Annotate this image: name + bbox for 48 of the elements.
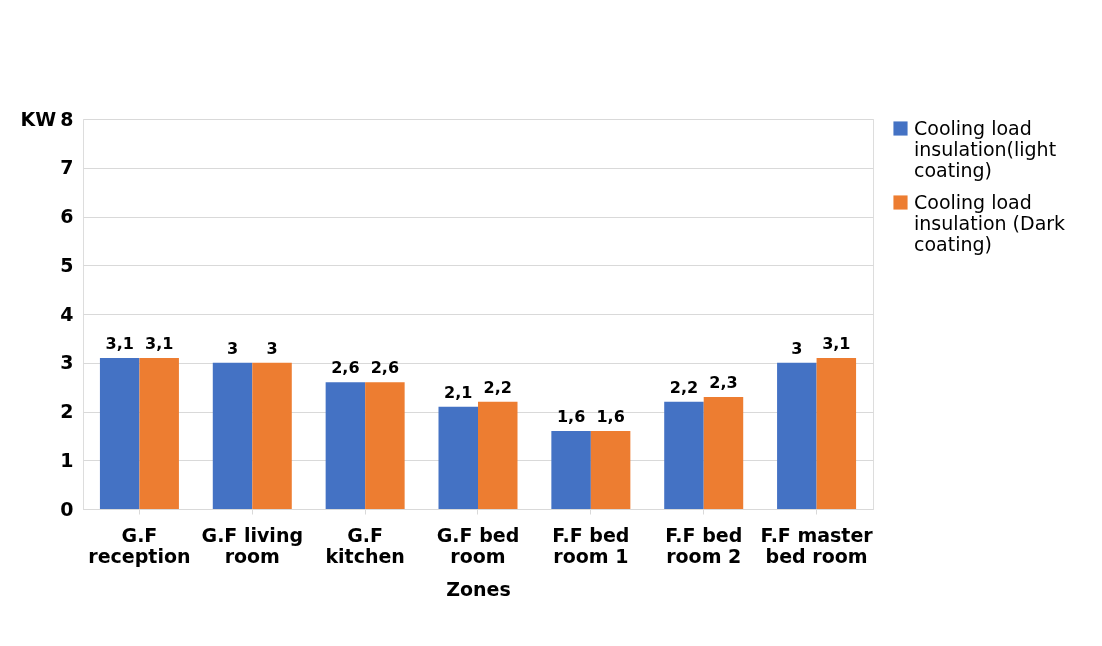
- x-tick-label: G.F living room: [201, 523, 304, 567]
- data-label: 3,1: [822, 333, 851, 353]
- data-label: 3: [226, 338, 239, 358]
- bar: [438, 406, 478, 509]
- x-tick-label: F.F bed room 1: [552, 523, 630, 567]
- data-label: 3: [791, 338, 803, 358]
- bar: [590, 431, 631, 509]
- x-tick-label: F.F bed room 2: [665, 523, 743, 567]
- bar: [551, 431, 591, 509]
- y-tick-label: 3: [60, 351, 74, 374]
- y-tick-label: 4: [60, 302, 74, 325]
- legend-label: Cooling load insulation(light coating): [914, 116, 1057, 181]
- y-tick-label: 8: [60, 107, 74, 130]
- data-label: 3,1: [145, 333, 174, 353]
- x-tick-label: G.F reception: [88, 523, 191, 567]
- y-axis-title: KW: [20, 107, 57, 130]
- data-label: 2,2: [669, 377, 699, 397]
- bar: [365, 382, 405, 509]
- bar: [252, 362, 292, 509]
- data-label: 2,1: [444, 382, 473, 402]
- bar: [777, 362, 817, 509]
- bar: [664, 401, 704, 509]
- legend-label: Cooling load insulation (Dark coating): [914, 190, 1066, 255]
- data-label: 2,6: [370, 358, 400, 378]
- data-label: 2,2: [483, 377, 512, 397]
- y-tick-label: 0: [60, 497, 74, 520]
- data-label: 1,6: [596, 407, 625, 426]
- y-tick-label: 5: [60, 253, 74, 276]
- y-tick-label: 7: [60, 156, 74, 179]
- x-tick-label: G.F kitchen: [325, 523, 405, 567]
- bar: [703, 396, 744, 509]
- x-tick-label: G.F bed room: [436, 523, 520, 567]
- y-tick-label: 2: [60, 400, 74, 422]
- data-label: 1,6: [556, 407, 586, 426]
- y-tick-label: 6: [60, 205, 74, 227]
- data-label: 3,1: [105, 333, 134, 353]
- bar: [478, 401, 518, 509]
- bar: [99, 357, 140, 509]
- bar: [325, 382, 366, 509]
- bar: [816, 357, 857, 509]
- data-label: 2,6: [331, 358, 360, 378]
- x-tick-label: F.F master bed room: [760, 523, 874, 567]
- x-axis-title: Zones: [446, 577, 511, 600]
- data-label: 2,3: [709, 372, 738, 392]
- y-tick-label: 1: [60, 448, 74, 471]
- data-label: 3: [266, 338, 278, 358]
- bar: [212, 362, 253, 509]
- bar: [139, 357, 179, 509]
